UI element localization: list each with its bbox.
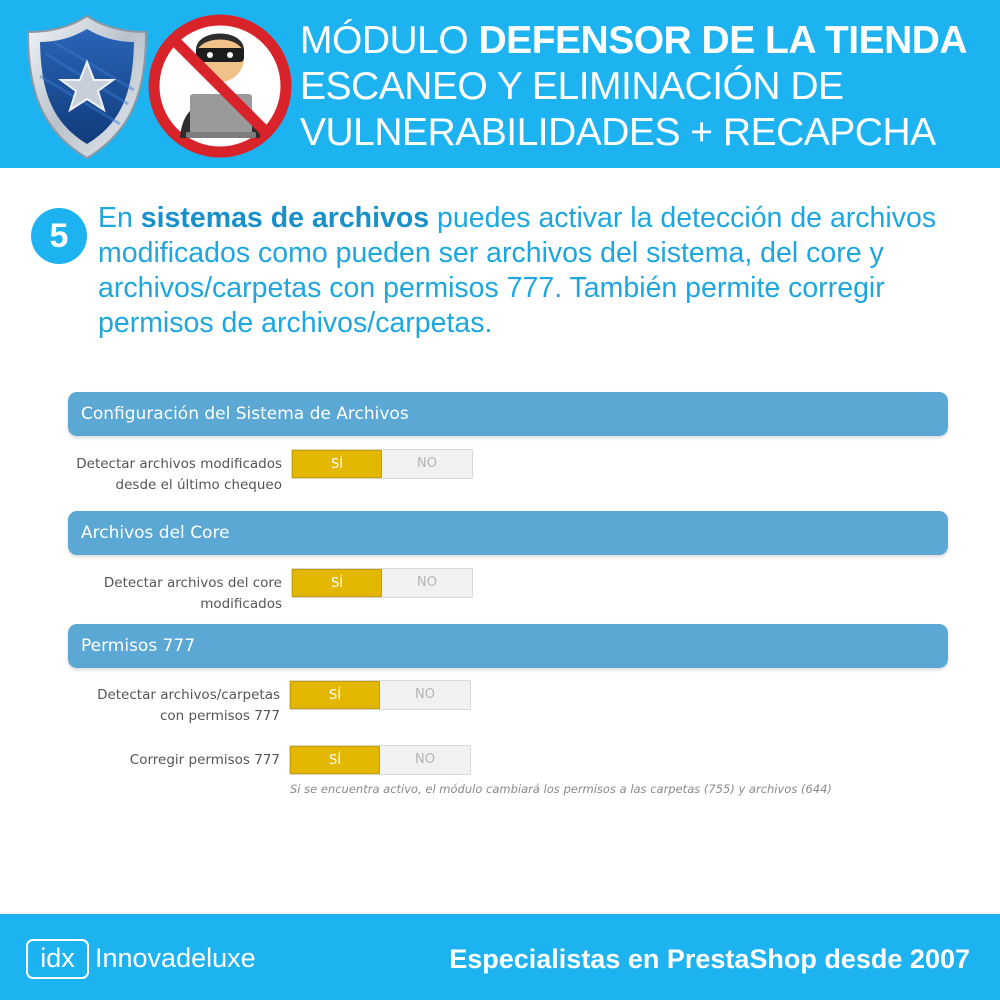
step-text-highlight: sistemas de archivos	[140, 202, 430, 234]
brand-name: Innovadeluxe	[95, 943, 256, 973]
toggle-yes-option[interactable]: SÍ	[290, 681, 380, 709]
section-header-filesystem: Configuración del Sistema de Archivos	[68, 392, 948, 436]
toggle-no-option[interactable]: NO	[415, 752, 435, 767]
step-text-after: puedes activar la detección de archivos …	[98, 202, 937, 339]
label-line: Detectar archivos del core	[103, 575, 282, 591]
title-module-name: DEFENSOR DE LA TIENDA	[478, 19, 968, 62]
detect-core-toggle[interactable]: SÍ NO	[291, 568, 473, 598]
toggle-no-option[interactable]: NO	[417, 456, 437, 471]
step-number-badge: 5	[31, 208, 87, 264]
footer-banner: idx Innovadeluxe Especialistas en Presta…	[0, 914, 1000, 1000]
step-description: En sistemas de archivos puedes activar l…	[98, 201, 978, 341]
fix-777-label: Corregir permisos 777	[68, 750, 280, 771]
detect-modified-toggle[interactable]: SÍ NO	[291, 449, 473, 479]
fix-777-toggle[interactable]: SÍ NO	[289, 745, 471, 775]
detect-modified-label: Detectar archivos modificados desde el ú…	[70, 454, 282, 496]
toggle-yes-option[interactable]: SÍ	[290, 746, 380, 774]
toggle-no-option[interactable]: NO	[417, 575, 437, 590]
label-line: Detectar archivos modificados	[76, 456, 282, 472]
label-line: Detectar archivos/carpetas	[97, 687, 280, 703]
toggle-yes-option[interactable]: SÍ	[292, 450, 382, 478]
idx-logo-mark: idx	[26, 939, 89, 979]
title-module-word: MÓDULO	[300, 19, 479, 62]
detect-core-label: Detectar archivos del core modificados	[70, 573, 282, 615]
no-hacker-icon	[148, 14, 292, 158]
label-line: desde el último chequeo	[115, 477, 282, 493]
detect-777-toggle[interactable]: SÍ NO	[289, 680, 471, 710]
step-text-before: En	[98, 202, 141, 234]
header-banner: MÓDULO DEFENSOR DE LA TIENDA ESCANEO Y E…	[0, 0, 1000, 168]
header-title: MÓDULO DEFENSOR DE LA TIENDA ESCANEO Y E…	[300, 18, 990, 156]
label-line: modificados	[200, 596, 282, 612]
label-line: Corregir permisos 777	[129, 752, 280, 768]
toggle-yes-option[interactable]: SÍ	[292, 569, 382, 597]
title-line-3: VULNERABILIDADES + RECAPCHA	[300, 111, 936, 154]
title-line-2: ESCANEO Y ELIMINACIÓN DE	[300, 65, 844, 108]
footer-tagline: Especialistas en PrestaShop desde 2007	[449, 944, 970, 974]
section-header-permissions: Permisos 777	[68, 624, 948, 668]
section-header-core: Archivos del Core	[68, 511, 948, 555]
toggle-no-option[interactable]: NO	[415, 687, 435, 702]
detect-777-label: Detectar archivos/carpetas con permisos …	[68, 685, 280, 727]
shield-star-icon	[26, 14, 148, 160]
permissions-help-text: Si se encuentra activo, el módulo cambia…	[290, 782, 832, 796]
label-line: con permisos 777	[159, 708, 280, 724]
